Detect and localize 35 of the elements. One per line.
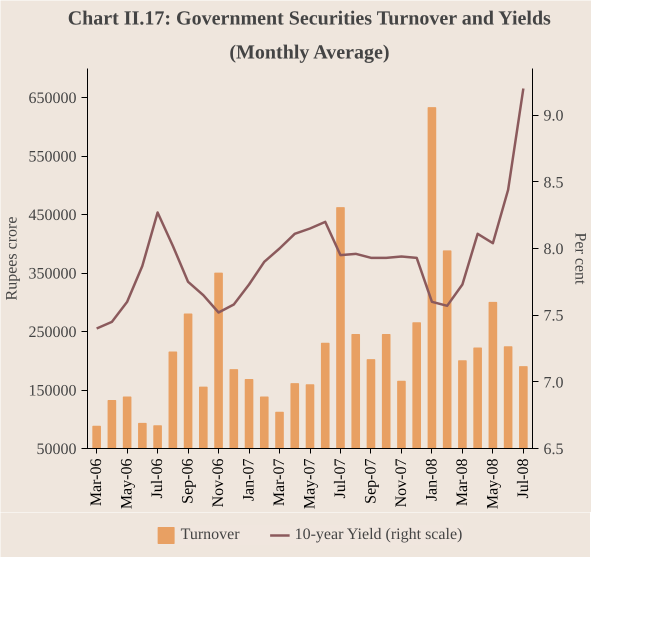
y2-tick-label: 6.5 [544,441,564,458]
x-tick-label: May-07 [302,458,318,510]
y-tick-label: 250000 [28,324,76,342]
y-tick-label: 650000 [28,90,76,108]
x-tick-label: Mar-07 [271,458,288,506]
x-tick-label: Jan-08 [423,458,440,502]
x-tick-label: Nov-06 [210,458,228,508]
x-tick-label: Mar-08 [454,458,471,506]
y-tick-label: 350000 [28,266,76,283]
y2-tick-label: 9.0 [544,108,564,125]
y2-tick-label: 8.0 [544,241,564,258]
y2-tick-label: 7.5 [544,308,564,325]
y-tick-label: 550000 [28,148,76,166]
x-tick-label: Nov-07 [392,458,410,508]
x-tick-label: Sep-06 [180,458,197,504]
legend-label: 10-year Yield (right scale) [294,526,462,544]
chart-title: Chart II.17: Government Securities Turnover and Yields [68,8,552,30]
y2-tick-label: 7.0 [544,374,564,392]
y-tick-label: 50000 [36,441,76,458]
x-tick-label: May-06 [118,458,136,510]
chart-subtitle: (Monthly Average) [229,42,390,64]
x-tick-label: Jan-07 [240,458,258,502]
y2-axis-title: Per cent [572,232,588,286]
legend-label: Turnover [180,526,240,544]
y-tick-label: 450000 [28,207,76,224]
x-tick-label: Mar-06 [88,458,106,506]
x-tick-label: Jul-07 [332,458,349,498]
y-axis-title: Rupees crore [4,216,20,300]
x-tick-label: Sep-07 [362,458,380,504]
y-tick-label: 150000 [28,382,76,400]
x-tick-label: May-08 [484,458,502,510]
x-tick-label: Jul-08 [514,458,532,498]
x-tick-label: Jul-06 [149,458,166,498]
y2-tick-label: 8.5 [544,174,564,192]
line-series [95,87,525,330]
